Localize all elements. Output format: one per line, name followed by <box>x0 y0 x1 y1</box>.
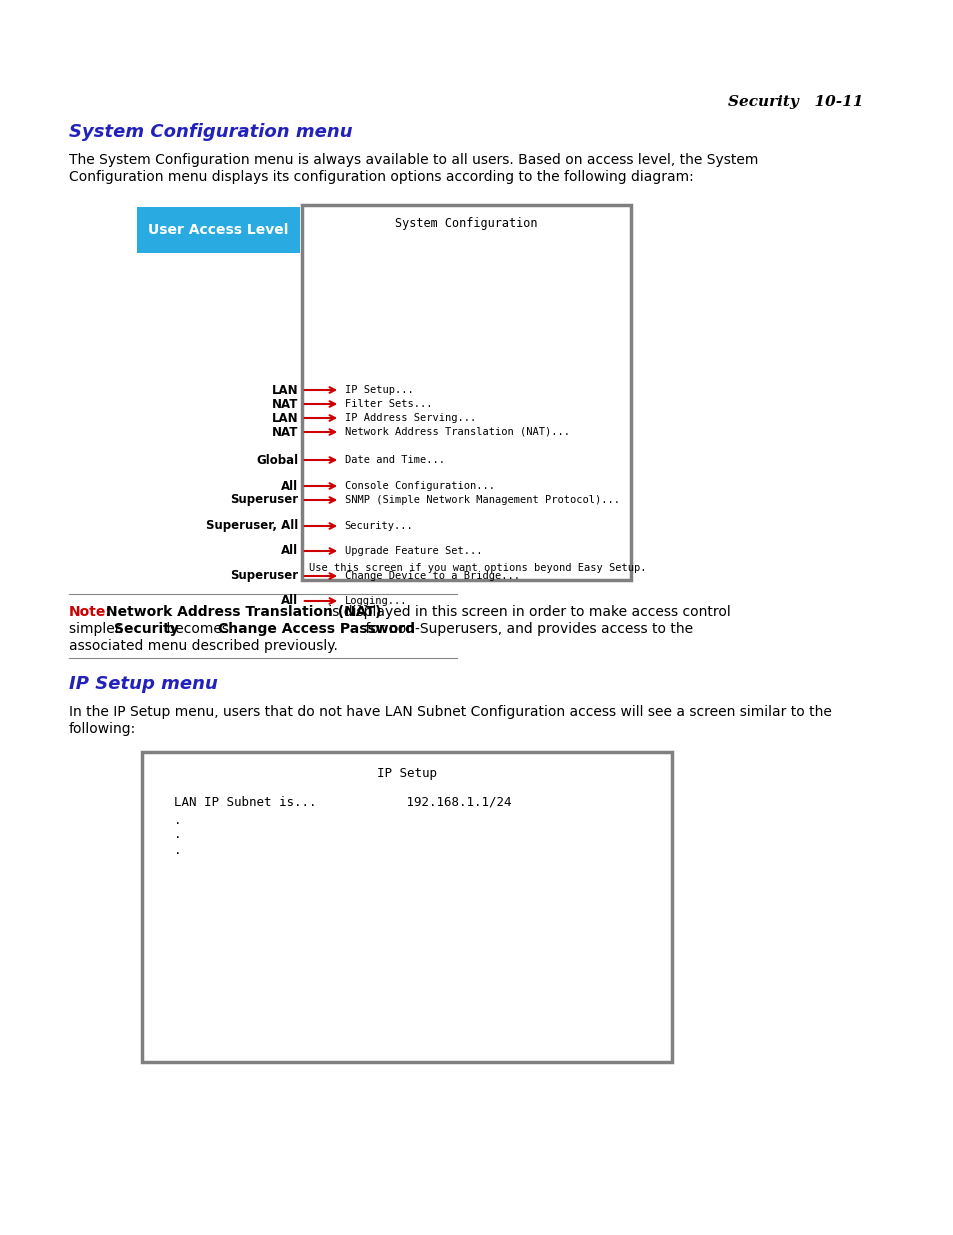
Text: Network Address Translation (NAT)...: Network Address Translation (NAT)... <box>344 427 569 437</box>
Text: following:: following: <box>69 722 135 736</box>
Text: Change Access Password: Change Access Password <box>217 622 415 636</box>
Text: All: All <box>281 479 297 493</box>
Bar <box>142 752 672 1062</box>
Text: System Configuration: System Configuration <box>395 216 537 230</box>
Text: Date and Time...: Date and Time... <box>344 454 444 466</box>
Bar <box>301 205 630 580</box>
Text: The System Configuration menu is always available to all users. Based on access : The System Configuration menu is always … <box>69 153 758 167</box>
Text: Security   10-11: Security 10-11 <box>727 95 862 109</box>
Text: IP Address Serving...: IP Address Serving... <box>344 412 476 424</box>
Text: Filter Sets...: Filter Sets... <box>344 399 432 409</box>
Text: LAN IP Subnet is...            192.168.1.1/24: LAN IP Subnet is... 192.168.1.1/24 <box>173 795 511 809</box>
Text: Logging...: Logging... <box>344 597 407 606</box>
Text: Network Address Translation (NAT): Network Address Translation (NAT) <box>106 605 381 619</box>
Text: IP Setup menu: IP Setup menu <box>69 676 217 693</box>
Text: Global: Global <box>255 453 297 467</box>
Text: In the IP Setup menu, users that do not have LAN Subnet Configuration access wil: In the IP Setup menu, users that do not … <box>69 705 831 719</box>
Text: All: All <box>281 594 297 608</box>
Text: is displayed in this screen in order to make access control: is displayed in this screen in order to … <box>323 605 730 619</box>
Text: .: . <box>173 829 181 841</box>
Text: IP Setup: IP Setup <box>376 767 436 781</box>
Bar <box>137 207 299 253</box>
Text: IP Setup...: IP Setup... <box>344 385 413 395</box>
Text: LAN: LAN <box>272 411 297 425</box>
Text: LAN: LAN <box>272 384 297 396</box>
Text: NAT: NAT <box>272 426 297 438</box>
Text: Superuser: Superuser <box>230 494 297 506</box>
Text: for non-Superusers, and provides access to the: for non-Superusers, and provides access … <box>361 622 693 636</box>
Text: .: . <box>173 844 181 857</box>
Text: All: All <box>281 545 297 557</box>
Text: Configuration menu displays its configuration options according to the following: Configuration menu displays its configur… <box>69 170 693 184</box>
Text: NAT: NAT <box>272 398 297 410</box>
Text: Use this screen if you want options beyond Easy Setup.: Use this screen if you want options beyo… <box>309 563 646 573</box>
Text: Change Device to a Bridge...: Change Device to a Bridge... <box>344 571 519 580</box>
Text: becomes: becomes <box>162 622 233 636</box>
Text: SNMP (Simple Network Management Protocol)...: SNMP (Simple Network Management Protocol… <box>344 495 619 505</box>
Text: Superuser, All: Superuser, All <box>206 520 297 532</box>
Text: Security: Security <box>114 622 179 636</box>
Text: Note:: Note: <box>69 605 112 619</box>
Text: .: . <box>173 814 181 826</box>
Text: associated menu described previously.: associated menu described previously. <box>69 638 337 653</box>
Text: simpler.: simpler. <box>69 622 128 636</box>
Text: System Configuration menu: System Configuration menu <box>69 124 352 141</box>
Text: Security...: Security... <box>344 521 413 531</box>
Text: User Access Level: User Access Level <box>149 224 289 237</box>
Text: Superuser: Superuser <box>230 569 297 583</box>
Text: Upgrade Feature Set...: Upgrade Feature Set... <box>344 546 481 556</box>
Text: Console Configuration...: Console Configuration... <box>344 480 495 492</box>
